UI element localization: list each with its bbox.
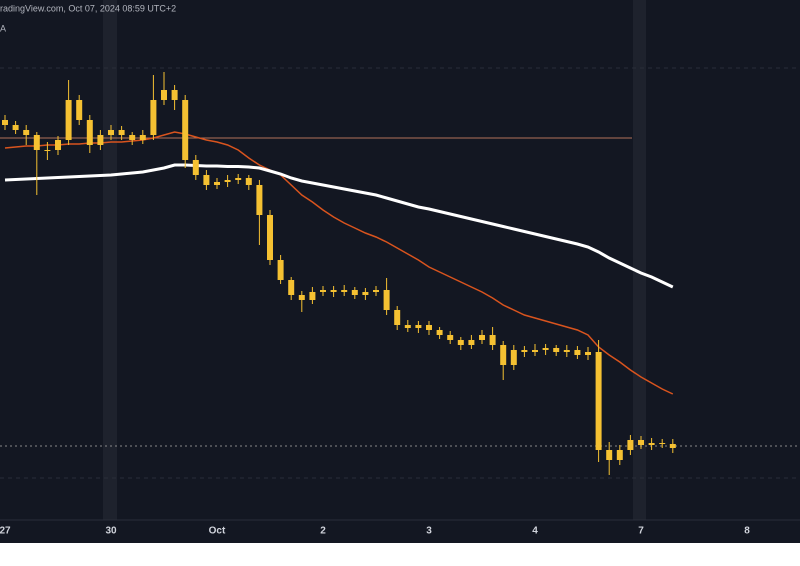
candle-body	[182, 100, 189, 160]
x-tick-label: 8	[744, 526, 750, 537]
x-tick-label: 30	[105, 526, 117, 537]
candle-body	[2, 120, 8, 125]
moving-average-line	[4, 163, 674, 289]
candle-body	[659, 443, 666, 444]
session-band	[103, 0, 117, 520]
candle-body	[192, 160, 199, 175]
candle-body	[203, 175, 210, 185]
x-tick-label: Oct	[209, 526, 226, 537]
candle-body	[542, 348, 549, 350]
x-tick-label: 4	[532, 526, 538, 537]
candle-body	[669, 444, 676, 448]
candle-body	[65, 100, 72, 140]
candle-body	[521, 350, 528, 352]
candle-body	[309, 292, 316, 300]
candle-body	[129, 135, 136, 140]
candle-body	[341, 290, 348, 292]
candle-body	[468, 340, 475, 345]
candle-body	[394, 310, 401, 325]
chart-subtitle: A	[0, 23, 6, 33]
candle-body	[76, 100, 83, 120]
session-band	[633, 0, 646, 520]
candle-body	[23, 130, 30, 135]
candle-body	[595, 352, 602, 450]
candle-body	[171, 90, 178, 100]
candle-body	[86, 120, 93, 145]
x-tick-label: 7	[638, 526, 644, 537]
candle-body	[150, 100, 157, 135]
candle-body	[139, 135, 146, 140]
candle-body	[97, 135, 104, 145]
time-axis	[0, 520, 800, 543]
candle-body	[415, 325, 422, 328]
candle-body	[256, 185, 263, 215]
candle-body	[108, 130, 114, 135]
candle-body	[235, 178, 242, 180]
candle-body	[351, 290, 358, 295]
candle-body	[627, 440, 634, 450]
candle-body	[479, 335, 485, 340]
candle-body	[606, 450, 613, 460]
x-tick-label: 3	[426, 526, 432, 537]
candle-body	[404, 325, 411, 328]
candle-body	[638, 440, 644, 445]
candle-body	[500, 345, 507, 365]
candle-body	[616, 450, 623, 460]
candle-body	[267, 215, 273, 260]
candle-body	[553, 348, 560, 352]
candle-body	[224, 180, 231, 182]
candle-body	[373, 290, 379, 292]
candle-body	[277, 260, 284, 280]
moving-average-line	[4, 131, 674, 395]
candle-body	[489, 335, 496, 345]
x-tick-label: 27	[0, 526, 11, 537]
candle-body	[245, 178, 252, 185]
candle-body	[510, 350, 517, 365]
candle-body	[214, 182, 220, 185]
candle-body	[532, 350, 538, 352]
candle-body	[320, 290, 326, 292]
candle-body	[585, 352, 591, 355]
candle-body	[44, 150, 51, 151]
candle-body	[574, 350, 581, 355]
x-tick-label: 2	[320, 526, 326, 537]
candle-body	[457, 340, 464, 345]
chart-background	[0, 0, 800, 543]
candle-body	[55, 140, 61, 150]
candle-body	[648, 443, 655, 445]
candle-body	[33, 135, 40, 150]
candle-body	[383, 290, 390, 310]
candle-body	[118, 130, 125, 135]
candle-body	[330, 290, 337, 292]
candle-body	[161, 90, 167, 100]
candle-body	[447, 335, 454, 340]
chart-title: radingView.com, Oct 07, 2024 08:59 UTC+2	[0, 3, 176, 13]
candle-body	[288, 280, 295, 295]
candle-body	[436, 330, 443, 335]
candle-body	[426, 325, 432, 330]
candle-body	[563, 350, 570, 352]
candle-body	[298, 295, 305, 300]
candle-body	[362, 292, 369, 295]
candle-body	[12, 125, 19, 130]
